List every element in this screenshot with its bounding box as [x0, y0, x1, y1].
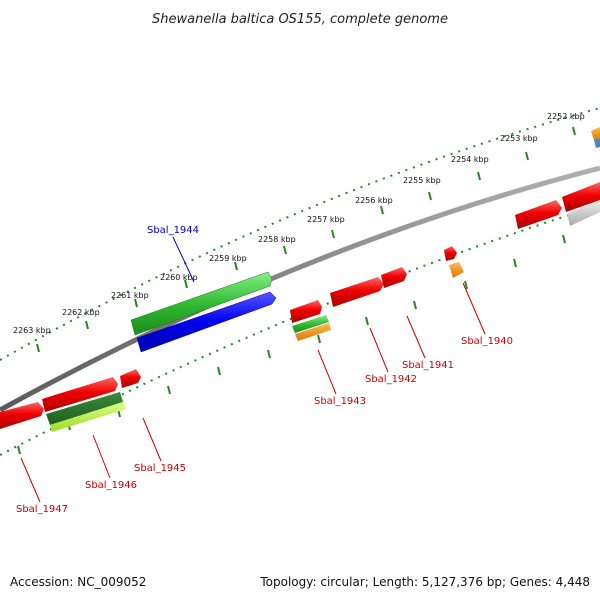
tick-label-2256: 2256 kbp — [355, 196, 393, 205]
tick-label-2262: 2262 kbp — [62, 308, 100, 317]
feature-orange-top[interactable] — [591, 127, 600, 140]
tick-label-2255: 2255 kbp — [403, 176, 441, 185]
gene-label-sbal-1947[interactable]: Sbal_1947 — [16, 504, 68, 515]
tick-label-2254: 2254 kbp — [451, 155, 489, 164]
feature-sbal-1942[interactable] — [330, 277, 384, 307]
feature-sbal-1944[interactable] — [130, 271, 273, 336]
gene-label-sbal-1940[interactable]: Sbal_1940 — [461, 336, 513, 347]
feature-sbal-1941[interactable] — [381, 267, 407, 288]
tick-label-2257: 2257 kbp — [307, 215, 345, 224]
genome-backbone — [0, 165, 600, 413]
feature-blue[interactable] — [136, 291, 277, 353]
feature-sbal-1940-a[interactable] — [444, 246, 457, 261]
accession-text: Accession: NC_009052 — [10, 575, 146, 589]
tick-label-2259: 2259 kbp — [209, 254, 247, 263]
inner-tick-track — [0, 204, 600, 456]
feature-red-4[interactable] — [42, 377, 118, 412]
gene-label-sbal-1946[interactable]: Sbal_1946 — [85, 480, 137, 491]
gene-label-sbal-1944[interactable]: Sbal_1944 — [147, 225, 199, 236]
feature-sbal-1940[interactable] — [449, 262, 464, 278]
outer-tick-track — [0, 107, 600, 361]
forward-strand-features — [130, 127, 600, 353]
map-title: Shewanella baltica OS155, complete genom… — [152, 12, 448, 27]
tick-label-2258: 2258 kbp — [258, 235, 296, 244]
gene-label-sbal-1941[interactable]: Sbal_1941 — [402, 360, 454, 371]
gene-label-sbal-1945[interactable]: Sbal_1945 — [134, 463, 186, 474]
feature-sbal-1945[interactable] — [120, 369, 141, 388]
feature-red-2[interactable] — [515, 200, 562, 229]
left-strand-features — [0, 369, 141, 432]
feature-blue-small[interactable] — [594, 138, 600, 148]
outer-major-ticks — [36, 126, 576, 353]
gene-labels: Sbal_1944 Sbal_1940 Sbal_1941 Sbal_1942 … — [16, 225, 513, 515]
feature-gray[interactable] — [567, 200, 600, 226]
gene-label-sbal-1943[interactable]: Sbal_1943 — [314, 396, 366, 407]
genome-summary-text: Topology: circular; Length: 5,127,376 bp… — [259, 575, 590, 589]
feature-sbal-1947[interactable] — [0, 402, 44, 429]
gene-label-sbal-1942[interactable]: Sbal_1942 — [365, 374, 417, 385]
tick-label-2261: 2261 kbp — [111, 291, 149, 300]
feature-sbal-1946[interactable] — [50, 402, 126, 432]
feature-sbal-1946-dark[interactable] — [46, 392, 123, 425]
feature-red-1[interactable] — [290, 300, 322, 323]
feature-sbal-1943-green[interactable] — [292, 315, 329, 333]
tick-label-2252: 2252 kbp — [547, 112, 585, 121]
feature-red-3[interactable] — [562, 182, 600, 212]
tick-label-2253: 2253 kbp — [500, 134, 538, 143]
feature-sbal-1943[interactable] — [295, 323, 331, 341]
tick-label-2260: 2260 kbp — [160, 273, 198, 282]
tick-label-2263: 2263 kbp — [13, 326, 51, 335]
tick-labels: 2252 kbp 2253 kbp 2254 kbp 2255 kbp 2256… — [13, 112, 585, 335]
leader-lines — [20, 236, 486, 503]
